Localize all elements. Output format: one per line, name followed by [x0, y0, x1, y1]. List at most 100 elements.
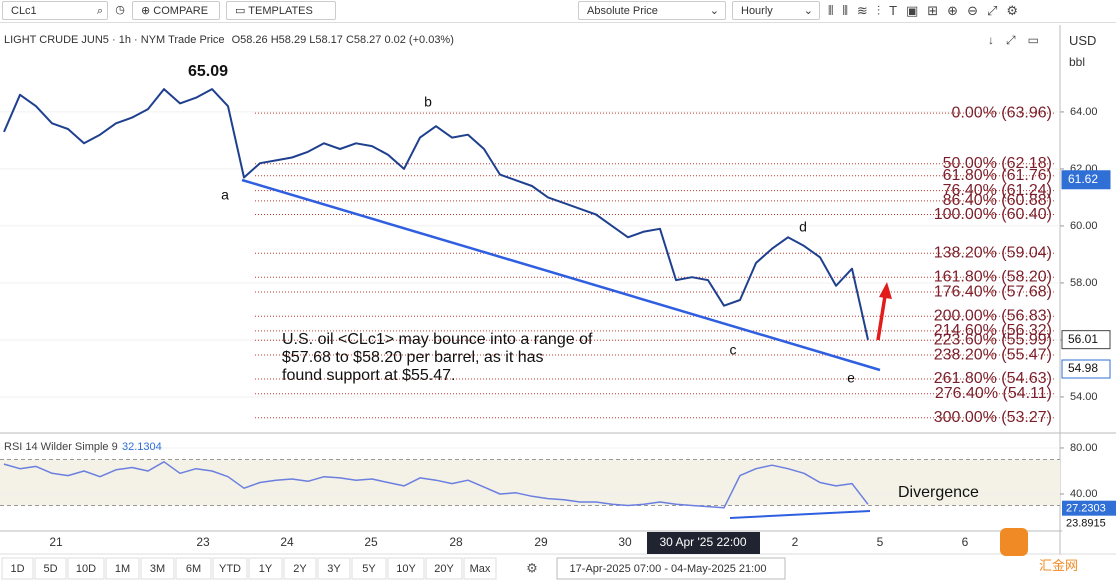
range-button[interactable]: 1D [1, 557, 34, 580]
compare-button[interactable]: ⊕ COMPARE [132, 1, 220, 20]
range-button[interactable]: 20Y [425, 557, 463, 580]
instrument: LIGHT CRUDE JUN5 [4, 34, 109, 46]
price-label-box [1061, 359, 1111, 379]
range-button[interactable]: 1Y [248, 557, 283, 580]
comment-line: found support at $55.47. [282, 367, 455, 384]
range-button-bg [34, 557, 67, 580]
date-range-box [556, 557, 786, 580]
currency: USD [1069, 33, 1097, 48]
range-button[interactable]: 5Y [351, 557, 387, 580]
y-tick-label: 40.00 [1070, 488, 1098, 500]
date-range[interactable]: 17-Apr-2025 07:00 - 04-May-2025 21:00 [556, 557, 786, 580]
fib-label: 300.00% (53.27) [934, 409, 1052, 426]
range-button[interactable]: 10D [67, 557, 105, 580]
range-button-bg [387, 557, 425, 580]
price-label-box [1061, 170, 1111, 190]
fib-label: 261.80% (54.63) [934, 370, 1052, 387]
symbol-input[interactable]: CLc1 ⌕ [2, 1, 108, 20]
y-tick-label: 54.00 [1070, 391, 1098, 403]
unit: bbl [1069, 55, 1086, 69]
price-label-box [1061, 330, 1111, 350]
rsi-label-box [1062, 500, 1116, 517]
range-button[interactable]: YTD [212, 557, 248, 580]
range-button-label: 5Y [362, 563, 376, 575]
range-button-bg [248, 557, 283, 580]
price-axis-bg [1060, 25, 1116, 555]
watermark-logo [1000, 528, 1028, 556]
y-tick-label: 64.00 [1070, 106, 1098, 118]
x-tick-label: 23 [196, 535, 210, 549]
fib-label: 0.00% (63.96) [951, 104, 1052, 121]
range-button-label: Max [470, 563, 491, 575]
x-tick-label: 5 [877, 535, 884, 549]
wave-label: d [799, 219, 807, 235]
tool-icons[interactable]: ⫴⫴≋⫶T▣⊞⊕⊖⤢⚙ [828, 3, 1028, 18]
fib-label: 161.80% (58.20) [934, 268, 1052, 285]
range-button[interactable]: 1M [105, 557, 140, 580]
x-tick-label: 21 [49, 535, 63, 549]
x-tick-label: 29 [534, 535, 548, 549]
range-button[interactable]: 3M [140, 557, 175, 580]
range-button-bg [105, 557, 140, 580]
fib-label: 223.60% (55.99) [934, 331, 1052, 348]
series-line [3, 461, 869, 509]
settings-icon[interactable]: ⚙ [526, 560, 538, 575]
wave-label: a [221, 187, 229, 203]
range-button-bg [212, 557, 248, 580]
trend-line [241, 178, 881, 372]
range-button-label: 3M [150, 563, 165, 575]
clock-icon[interactable]: ◷ [115, 4, 125, 16]
price-mode-dropdown[interactable]: Absolute Price ⌄ [578, 1, 726, 20]
series-line [3, 88, 869, 341]
price-label: 56.01 [1068, 332, 1098, 346]
templates-button[interactable]: ▭ TEMPLATES [226, 1, 336, 20]
range-button-label: 1M [115, 563, 130, 575]
range-button-bg [140, 557, 175, 580]
range-button[interactable]: 5D [34, 557, 67, 580]
panel-controls[interactable]: ↓⤢▭ [988, 33, 1051, 47]
range-button[interactable]: 6M [175, 557, 212, 580]
interval: Hourly [741, 5, 773, 17]
range-button-bg [463, 557, 497, 580]
rsi-label-box [1062, 515, 1116, 532]
price-mode: Absolute Price [587, 5, 658, 17]
interval-dropdown[interactable]: Hourly ⌄ [732, 1, 820, 20]
range-button[interactable]: Max [463, 557, 497, 580]
range-button[interactable]: 2Y [283, 557, 317, 580]
divergence-line [729, 510, 871, 519]
templates-label: TEMPLATES [248, 5, 313, 17]
range-button[interactable]: 10Y [387, 557, 425, 580]
exchange: NYM [140, 34, 166, 46]
dropdown-arrow: ⌄ [709, 5, 719, 17]
range-button-label: 2Y [293, 563, 307, 575]
x-tick-label: 6 [962, 535, 969, 549]
rsi-title: RSI 14 Wilder Simple 9 [4, 441, 118, 453]
range-button[interactable]: 3Y [317, 557, 351, 580]
ohlc: O58.26 H58.29 L58.17 C58.27 0.02 (+0.03%… [231, 34, 454, 46]
fib-label: 138.20% (59.04) [934, 245, 1052, 262]
range-button-bg [351, 557, 387, 580]
range-button-bg [425, 557, 463, 580]
fib-label: 86.40% (60.88) [943, 192, 1052, 209]
y-tick-label: 58.00 [1070, 277, 1098, 289]
legend-interval: 1h [118, 34, 131, 46]
fib-label: 176.40% (57.68) [934, 283, 1052, 300]
crosshair-label: 30 Apr '25 22:00 [659, 535, 746, 549]
compare-label: COMPARE [153, 5, 209, 17]
toolbar: CLc1 ⌕ ◷ ⊕ COMPARE ▭ TEMPLATES Absolute P… [0, 0, 1116, 23]
range-button-label: 6M [186, 563, 201, 575]
date-range-label: 17-Apr-2025 07:00 - 04-May-2025 21:00 [570, 563, 767, 575]
fib-label: 238.20% (55.47) [934, 346, 1052, 363]
y-tick-label: 80.00 [1070, 442, 1098, 454]
y-tick-label: 60.00 [1070, 220, 1098, 232]
search-icon: ⌕ [96, 5, 103, 17]
range-button-bg [1, 557, 34, 580]
dropdown-arrow: ⌄ [803, 5, 813, 17]
fib-label: 214.60% (56.32) [934, 322, 1052, 339]
price-label: 61.62 [1068, 172, 1098, 186]
x-tick-label: 28 [449, 535, 463, 549]
x-tick-label: 25 [364, 535, 378, 549]
range-button-bg [67, 557, 105, 580]
